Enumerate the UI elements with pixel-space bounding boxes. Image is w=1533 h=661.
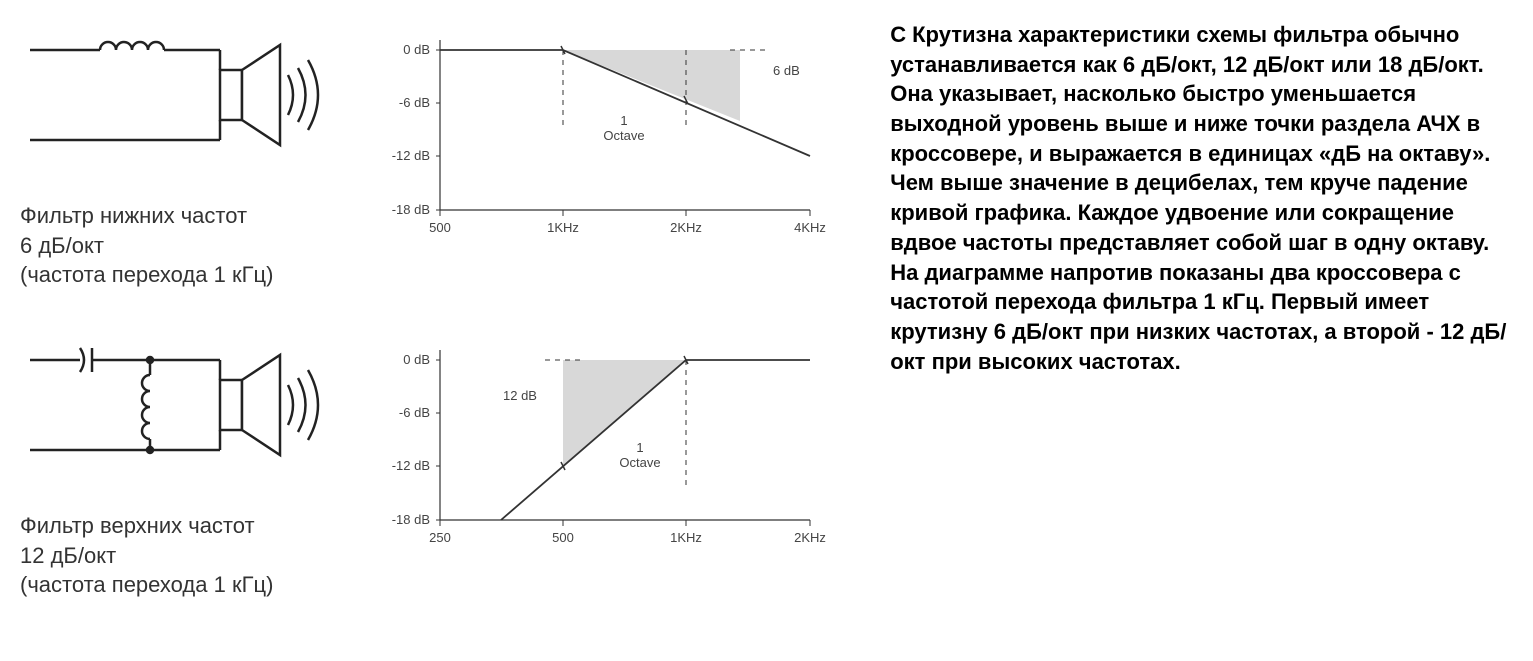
highpass-caption-line3: (частота перехода 1 кГц) [20,570,340,600]
highpass-chart: 0 dB -6 dB -12 dB -18 dB 250 500 1KHz 2K… [370,330,830,570]
ytick-2: -12 dB [392,148,430,163]
hp-ytick-3: -18 dB [392,512,430,527]
ytick-1: -6 dB [399,95,430,110]
xtick-3: 4KHz [794,220,826,235]
highpass-caption-line2: 12 дБ/окт [20,541,340,571]
lowpass-circuit-box: Фильтр нижних частот 6 дБ/окт (частота п… [20,20,340,290]
body-text: CКрутизна характеристики схемы фильтра о… [890,20,1513,600]
ytick-3: -18 dB [392,202,430,217]
lowpass-chart-svg: 0 dB -6 dB -12 dB -18 dB 500 1KHz 2KHz 4… [370,20,830,260]
highpass-drop-label: 12 dB [503,388,537,403]
lowpass-octave-2: Octave [603,128,644,143]
lowpass-octave-1: 1 [620,113,627,128]
highpass-octave-2: Octave [619,455,660,470]
lowpass-chart: 0 dB -6 dB -12 dB -18 dB 500 1KHz 2KHz 4… [370,20,830,260]
hp-ytick-0: 0 dB [403,352,430,367]
hp-ytick-2: -12 dB [392,458,430,473]
highpass-circuit-box: Фильтр верхних частот 12 дБ/окт (частота… [20,330,340,600]
xtick-1: 1KHz [547,220,579,235]
page-root: Фильтр нижних частот 6 дБ/окт (частота п… [20,20,1513,600]
lowpass-caption-line1: Фильтр нижних частот [20,201,340,231]
lowpass-block: Фильтр нижних частот 6 дБ/окт (частота п… [20,20,860,290]
left-column: Фильтр нижних частот 6 дБ/окт (частота п… [20,20,860,600]
lowpass-caption-line3: (частота перехода 1 кГц) [20,260,340,290]
xtick-2: 2KHz [670,220,702,235]
highpass-octave-1: 1 [636,440,643,455]
hp-ytick-1: -6 dB [399,405,430,420]
lowpass-caption: Фильтр нижних частот 6 дБ/окт (частота п… [20,201,340,290]
highpass-block: Фильтр верхних частот 12 дБ/окт (частота… [20,330,860,600]
ytick-0: 0 dB [403,42,430,57]
hp-xtick-0: 250 [429,530,451,545]
highpass-circuit-svg [20,330,320,500]
lowpass-caption-line2: 6 дБ/окт [20,231,340,261]
hp-xtick-2: 1KHz [670,530,702,545]
hp-xtick-1: 500 [552,530,574,545]
highpass-caption: Фильтр верхних частот 12 дБ/окт (частота… [20,511,340,600]
highpass-chart-svg: 0 dB -6 dB -12 dB -18 dB 250 500 1KHz 2K… [370,330,830,570]
xtick-0: 500 [429,220,451,235]
hp-xtick-3: 2KHz [794,530,826,545]
section-letter: C [890,20,906,50]
lowpass-circuit-svg [20,20,320,190]
lowpass-drop-label: 6 dB [773,63,800,78]
highpass-caption-line1: Фильтр верхних частот [20,511,340,541]
body-paragraph: Крутизна характеристики схемы фильтра об… [890,22,1506,374]
